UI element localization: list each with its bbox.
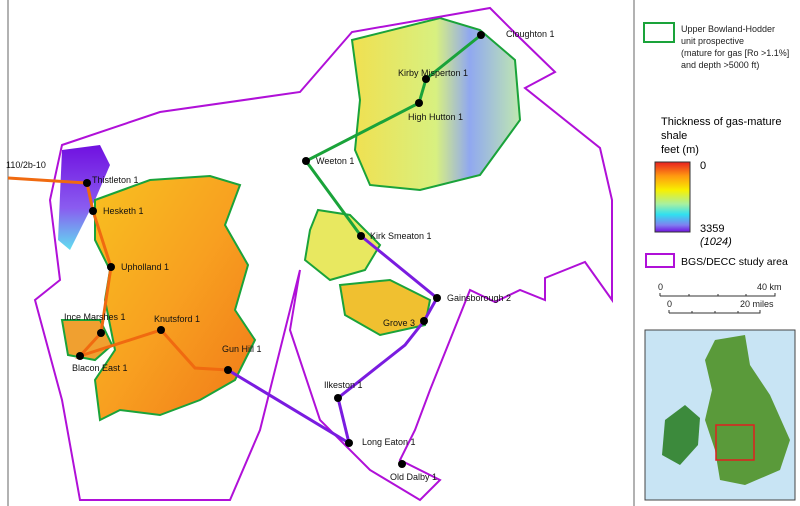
svg-text:Cloughton 1: Cloughton 1 (506, 29, 555, 39)
svg-text:Thickness of gas-mature: Thickness of gas-mature (661, 116, 781, 128)
svg-text:0: 0 (667, 299, 672, 309)
svg-text:Upholland 1: Upholland 1 (121, 262, 169, 272)
svg-text:40 km: 40 km (757, 282, 782, 292)
svg-text:unit prospective: unit prospective (681, 36, 744, 46)
svg-text:Long Eaton 1: Long Eaton 1 (362, 437, 416, 447)
svg-text:20 miles: 20 miles (740, 299, 774, 309)
shale-areas (58, 16, 522, 422)
well-upholland[interactable]: Upholland 1 (107, 262, 169, 272)
well-cloughton[interactable]: Cloughton 1 (477, 29, 555, 39)
svg-text:(mature for gas [Ro >1.1%]: (mature for gas [Ro >1.1%] (681, 48, 789, 58)
svg-text:Blacon East 1: Blacon East 1 (72, 363, 128, 373)
svg-text:3359: 3359 (700, 223, 724, 235)
well-long-eaton[interactable]: Long Eaton 1 (345, 437, 416, 447)
well-hesketh[interactable]: Hesketh 1 (89, 206, 144, 216)
svg-text:0: 0 (700, 160, 706, 172)
study-area-swatch (645, 253, 675, 268)
legend: Upper Bowland-Hodder unit prospective (m… (643, 22, 789, 314)
well-ilkeston[interactable]: Ilkeston 1 (324, 380, 363, 402)
svg-text:Ince Marshes 1: Ince Marshes 1 (64, 312, 126, 322)
svg-text:Gun Hill 1: Gun Hill 1 (222, 344, 262, 354)
svg-text:0: 0 (658, 282, 663, 292)
svg-text:(1024): (1024) (700, 236, 732, 248)
well-ince-marshes[interactable]: Ince Marshes 1 (64, 312, 126, 337)
svg-text:Kirk Smeaton 1: Kirk Smeaton 1 (370, 231, 432, 241)
well-kirby-misperton[interactable]: Kirby Misperton 1 (398, 68, 468, 83)
scale-bar: 0 40 km 0 20 miles (658, 282, 782, 314)
well-110-2b-10-label: 110/2b-10 (6, 160, 46, 170)
svg-text:Upper Bowland-Hodder: Upper Bowland-Hodder (681, 24, 775, 34)
well-high-hutton[interactable]: High Hutton 1 (408, 99, 463, 122)
svg-text:Ilkeston 1: Ilkeston 1 (324, 380, 363, 390)
svg-text:Weeton 1: Weeton 1 (316, 156, 354, 166)
prospective-swatch (643, 22, 675, 43)
well-blacon-east[interactable]: Blacon East 1 (72, 352, 128, 373)
well-weeton[interactable]: Weeton 1 (302, 156, 354, 166)
svg-text:BGS/DECC study area: BGS/DECC study area (681, 256, 788, 268)
well-old-dalby[interactable]: Old Dalby 1 (390, 460, 437, 482)
svg-text:Kirby Misperton 1: Kirby Misperton 1 (398, 68, 468, 78)
inset-location-map (644, 329, 796, 501)
svg-text:High Hutton 1: High Hutton 1 (408, 112, 463, 122)
svg-text:Hesketh 1: Hesketh 1 (103, 206, 144, 216)
svg-text:Grove 3: Grove 3 (383, 318, 415, 328)
svg-text:Gainsborough 2: Gainsborough 2 (447, 293, 511, 303)
svg-text:Thistleton 1: Thistleton 1 (92, 175, 139, 185)
well-knutsford[interactable]: Knutsford 1 (154, 314, 200, 334)
study-area-boundary (33, 6, 613, 502)
wells: Thistleton 1 110/2b-10 Hesketh 1 Upholla… (6, 29, 555, 482)
well-thistleton[interactable]: Thistleton 1 (83, 175, 139, 187)
svg-text:Old Dalby 1: Old Dalby 1 (390, 472, 437, 482)
svg-text:Knutsford 1: Knutsford 1 (154, 314, 200, 324)
svg-text:feet (m): feet (m) (661, 144, 699, 156)
well-gainsborough[interactable]: Gainsborough 2 (433, 293, 511, 303)
well-grove[interactable]: Grove 3 (383, 317, 428, 328)
inset-study-area-box (715, 424, 755, 461)
well-gun-hill[interactable]: Gun Hill 1 (222, 344, 262, 374)
thickness-color-scale (654, 161, 691, 233)
well-kirk-smeaton[interactable]: Kirk Smeaton 1 (357, 231, 432, 241)
svg-text:and depth >5000 ft): and depth >5000 ft) (681, 60, 759, 70)
svg-text:shale: shale (661, 130, 687, 142)
